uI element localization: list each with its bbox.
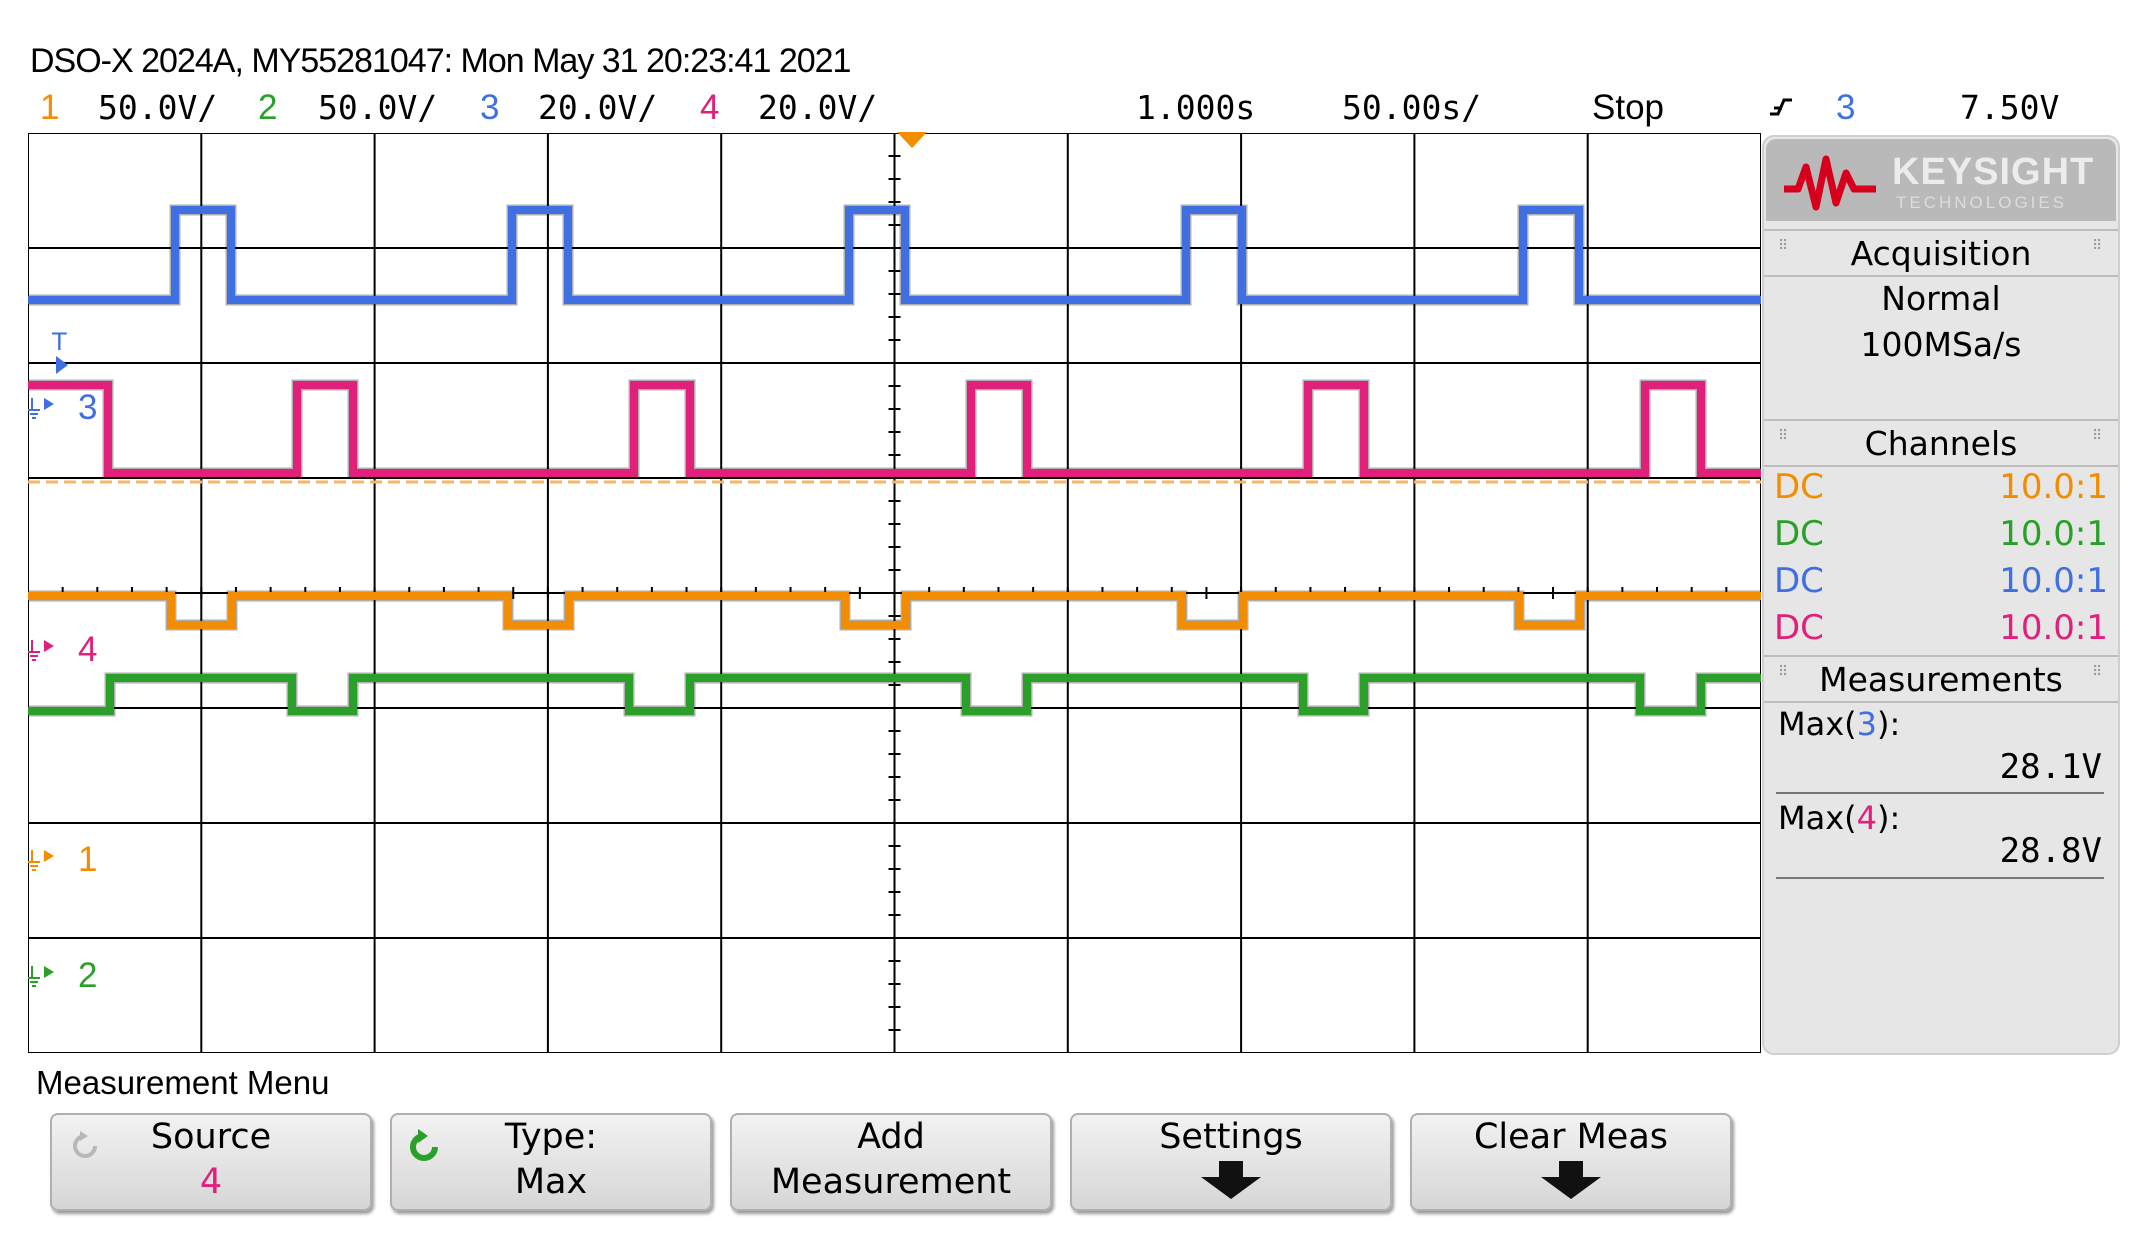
graticule-grid xyxy=(28,133,1761,1053)
side-panel: KEYSIGHT TECHNOLOGIES ⠿ Acquisition ⠿ No… xyxy=(1762,135,2120,1055)
run-state: Stop xyxy=(1592,88,1664,127)
rotate-knob-active-icon xyxy=(410,1129,438,1161)
measurement-1-value: 28.1V xyxy=(1999,747,2102,787)
falling-edge-trigger-icon xyxy=(1768,92,1794,124)
ch4-trace xyxy=(28,381,1761,477)
ch2-ground-icon xyxy=(28,960,64,1004)
brand-subtitle: TECHNOLOGIES xyxy=(1896,193,2068,212)
ch4-scale[interactable]: 20.0V/ xyxy=(758,88,878,127)
channel-row-4[interactable]: DC 10.0:1 xyxy=(1774,608,2108,652)
ch4-probe: 10.0:1 xyxy=(1999,608,2108,648)
trigger-position-marker-icon xyxy=(897,132,927,148)
channel-row-2[interactable]: DC 10.0:1 xyxy=(1774,514,2108,558)
acquisition-title: Acquisition xyxy=(1850,233,2032,273)
source-softkey-label: Source xyxy=(150,1117,272,1157)
measurement-2-divider xyxy=(1776,877,2104,879)
trigger-level[interactable]: 7.50V xyxy=(1960,88,2060,127)
acquisition-mode: Normal xyxy=(1881,279,2001,318)
ch2-probe: 10.0:1 xyxy=(1999,514,2108,554)
trigger-level-arrow-icon xyxy=(56,356,68,374)
submenu-down-arrow-icon xyxy=(1541,1161,1601,1199)
ch3-trace xyxy=(28,206,1761,304)
settings-softkey[interactable]: Settings xyxy=(1070,1113,1392,1211)
ch1-number: 1 xyxy=(40,88,60,127)
rotate-knob-icon xyxy=(73,1131,97,1158)
measurements-header: ⠿ Measurements ⠿ xyxy=(1764,655,2118,703)
measurement-2-value: 28.8V xyxy=(1999,831,2102,871)
settings-softkey-label: Settings xyxy=(1159,1117,1303,1157)
ch2-trace xyxy=(28,674,1761,715)
measurements-title: Measurements xyxy=(1819,659,2063,699)
ch3-number: 3 xyxy=(480,88,500,127)
ch4-trace-label[interactable]: 4 xyxy=(78,630,98,669)
measurement-1-label: Max(3): xyxy=(1778,705,1901,743)
channel-row-1[interactable]: DC 10.0:1 xyxy=(1774,467,2108,511)
ch3-trace-label[interactable]: 3 xyxy=(78,388,98,427)
add-measurement-line1: Add xyxy=(857,1117,925,1157)
ch1-trace xyxy=(28,592,1761,629)
acquisition-header: ⠿ Acquisition ⠿ xyxy=(1764,229,2118,277)
ch2-trace-label[interactable]: 2 xyxy=(78,956,98,995)
add-measurement-softkey[interactable]: Add Measurement xyxy=(730,1113,1052,1211)
type-softkey-value: Max xyxy=(514,1162,588,1202)
channels-title: Channels xyxy=(1864,423,2018,463)
horizontal-delay[interactable]: 1.000s xyxy=(1136,88,1256,127)
channel-row-3[interactable]: DC 10.0:1 xyxy=(1774,561,2108,605)
type-softkey[interactable]: Type: Max xyxy=(390,1113,712,1211)
ch3-ground-icon xyxy=(28,392,64,436)
ch3-probe: 10.0:1 xyxy=(1999,561,2108,601)
measurement-2-label: Max(4): xyxy=(1778,799,1901,837)
instrument-title: DSO-X 2024A, MY55281047: Mon May 31 20:2… xyxy=(30,42,851,80)
acquisition-rate: 100MSa/s xyxy=(1860,325,2022,364)
ch1-trace-label[interactable]: 1 xyxy=(78,840,98,879)
ch4-ground-icon xyxy=(28,634,64,678)
ch2-scale[interactable]: 50.0V/ xyxy=(318,88,438,127)
measurement-1-divider xyxy=(1776,792,2104,794)
ch3-coupling: DC xyxy=(1774,561,1824,601)
keysight-logo: KEYSIGHT TECHNOLOGIES xyxy=(1766,139,2116,221)
ch1-scale[interactable]: 50.0V/ xyxy=(98,88,218,127)
trace-group xyxy=(28,204,1761,717)
type-softkey-label: Type: xyxy=(504,1117,598,1157)
ch1-probe: 10.0:1 xyxy=(1999,467,2108,507)
clear-meas-softkey-label: Clear Meas xyxy=(1473,1117,1669,1157)
trigger-level-marker: T xyxy=(52,328,67,356)
submenu-down-arrow-icon xyxy=(1201,1161,1261,1199)
ch4-coupling: DC xyxy=(1774,608,1824,648)
ch2-number: 2 xyxy=(258,88,278,127)
ch2-coupling: DC xyxy=(1774,514,1824,554)
brand-name: KEYSIGHT xyxy=(1892,151,2095,193)
ch1-coupling: DC xyxy=(1774,467,1824,507)
add-measurement-line2: Measurement xyxy=(770,1162,1012,1202)
channels-header: ⠿ Channels ⠿ xyxy=(1764,419,2118,467)
timebase-scale[interactable]: 50.00s/ xyxy=(1342,88,1482,127)
menu-title: Measurement Menu xyxy=(36,1064,330,1101)
source-softkey-value: 4 xyxy=(199,1162,223,1202)
waveform-display[interactable] xyxy=(28,133,1761,1053)
ch4-number: 4 xyxy=(700,88,720,127)
trigger-source[interactable]: 3 xyxy=(1836,88,1856,127)
source-softkey[interactable]: Source 4 xyxy=(50,1113,372,1211)
keysight-wave-logo-icon xyxy=(1784,155,1876,211)
clear-meas-softkey[interactable]: Clear Meas xyxy=(1410,1113,1732,1211)
ch3-scale[interactable]: 20.0V/ xyxy=(538,88,658,127)
ch1-ground-icon xyxy=(28,844,64,888)
